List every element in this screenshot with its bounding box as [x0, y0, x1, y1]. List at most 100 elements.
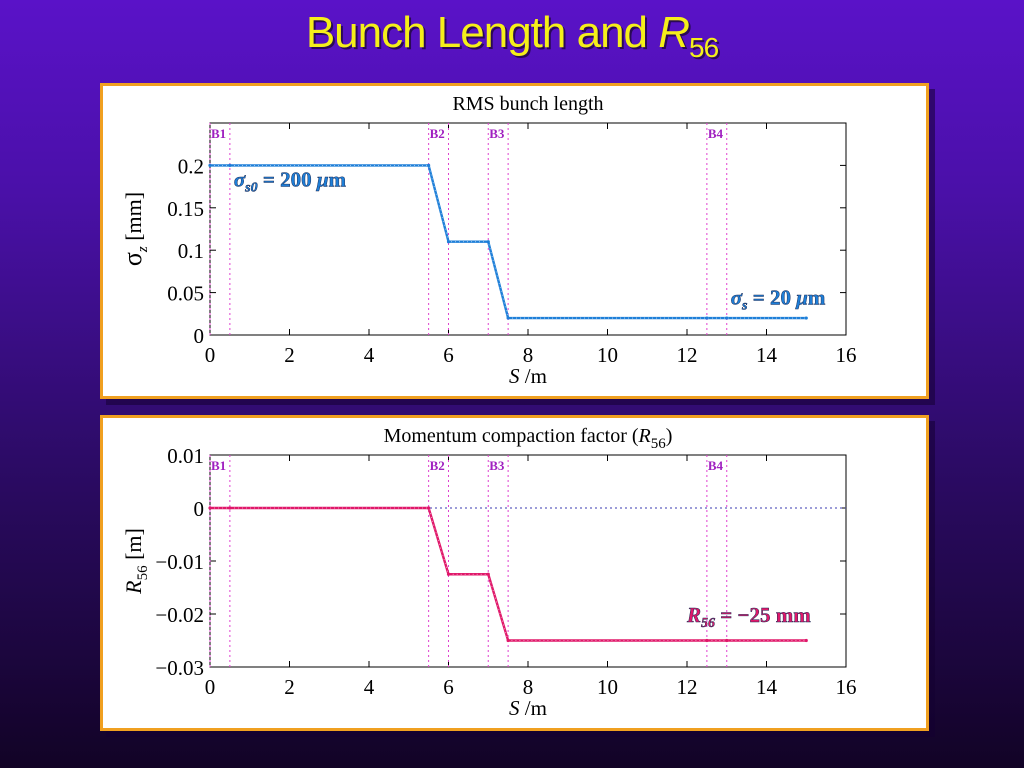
- r56-x-tick-label: 8: [523, 675, 534, 699]
- bunch-length-data-point: [228, 163, 232, 167]
- r56-chart-title-prefix: Momentum compaction factor (: [384, 425, 639, 447]
- r56-plot-frame: [209, 454, 847, 668]
- bunch-length-y-axis-label-unit: [mm]: [121, 192, 146, 246]
- bunch-length-data-point: [208, 163, 212, 167]
- bunch-length-y-axis-label: σz [mm]: [118, 192, 151, 266]
- r56-data-point: [486, 572, 490, 576]
- bunch-length-annotation-symbol: σ: [234, 168, 246, 192]
- r56-y-axis-label-symbol: R: [121, 580, 146, 595]
- slide-title-subscript: 56: [689, 32, 719, 63]
- r56-y-tick-label: 0: [194, 497, 205, 521]
- bunch-length-x-tick-label: 14: [756, 343, 778, 367]
- bunch-length-annotation-1: σs = 20 μm: [731, 285, 826, 313]
- bunch-length-chart-title: RMS bunch length: [452, 93, 603, 115]
- slide-title-text: Bunch Length and: [305, 8, 659, 57]
- bunch-length-annotation-unit-symbol: μ: [316, 168, 329, 192]
- bunch-length-data-point: [427, 163, 431, 167]
- r56-y-tick-label: −0.02: [155, 603, 204, 627]
- r56-series-line-dots: [210, 507, 807, 641]
- r56-x-tick-label: 12: [677, 675, 698, 699]
- r56-magnet-label-b1: B1: [211, 458, 226, 473]
- r56-data-point: [228, 506, 232, 510]
- r56-annotation-value: = −25 mm: [715, 603, 811, 627]
- bunch-length-data-point: [705, 316, 709, 320]
- bunch-length-y-tick-label: 0: [194, 324, 205, 348]
- r56-data-point: [427, 506, 431, 510]
- bunch-length-data-point: [725, 316, 729, 320]
- r56-data-point: [446, 572, 451, 576]
- bunch-length-x-tick-label: 4: [364, 343, 375, 367]
- r56-x-axis-label-symbol: S: [509, 696, 520, 720]
- bunch-length-magnet-label-b3: B3: [489, 126, 505, 141]
- bunch-length-annotation-unit: m: [808, 285, 826, 309]
- bunch-length-data-point: [486, 240, 490, 244]
- r56-y-tick-label: −0.01: [155, 550, 204, 574]
- bunch-length-annotation-unit-symbol: μ: [795, 285, 808, 309]
- bunch-length-magnet-label-b2: B2: [430, 126, 445, 141]
- bunch-length-y-tick-label: 0.1: [178, 239, 204, 263]
- bunch-length-magnet-label-b1: B1: [211, 126, 226, 141]
- bunch-length-x-axis-label: S /m: [509, 364, 547, 388]
- r56-magnet-label-b2: B2: [430, 458, 445, 473]
- bunch-length-chart-title-text: RMS bunch length: [452, 93, 603, 115]
- r56-chart-title-symbol: R: [638, 425, 651, 447]
- bunch-length-data-point: [804, 316, 808, 320]
- r56-data-point: [208, 506, 212, 510]
- bunch-length-y-axis-label-symbol: σ: [118, 252, 147, 266]
- r56-y-axis-label: R56 [m]: [121, 528, 151, 595]
- r56-y-tick-label: −0.03: [155, 656, 204, 680]
- slide-title-symbol: R: [658, 8, 690, 57]
- bunch-length-annotation-subscript: s0: [244, 181, 257, 196]
- bunch-length-x-tick-label: 8: [523, 343, 534, 367]
- bunch-length-annotation-unit: m: [329, 168, 347, 192]
- bunch-length-x-tick-label: 2: [284, 343, 295, 367]
- bunch-length-x-tick-label: 12: [677, 343, 698, 367]
- r56-x-axis-label-unit: /m: [520, 696, 547, 720]
- bunch-length-annotation-value: = 200: [258, 168, 317, 192]
- bunch-length-chart: RMS bunch length 0 2 4 6 8 10 12 14 16 0 0.05 0.1 0.1…: [118, 93, 857, 388]
- r56-chart: Momentum compaction factor (R56)0 2 4 6 8 10 1…: [121, 425, 857, 720]
- bunch-length-x-tick-label: 10: [597, 343, 618, 367]
- bunch-length-annotation-0: σs0 = 200 μm: [234, 168, 347, 196]
- r56-data-point: [506, 638, 510, 643]
- bunch-length-series-line-dots: [210, 165, 807, 319]
- r56-y-tick-label: 0.01: [167, 444, 204, 468]
- r56-y-axis-label-unit: [m]: [121, 528, 146, 565]
- bunch-length-data-point: [446, 240, 451, 244]
- r56-data-point: [705, 638, 709, 643]
- bunch-length-y-tick-label: 0.05: [167, 282, 204, 306]
- bunch-length-y-tick-label: 0.2: [178, 154, 204, 178]
- r56-chart-title: Momentum compaction factor (R56): [384, 425, 673, 452]
- r56-x-tick-label: 6: [443, 675, 454, 699]
- bunch-length-x-tick-label: 0: [205, 343, 216, 367]
- bunch-length-x-axis-label-unit: /m: [520, 364, 547, 388]
- bunch-length-annotation-symbol: σ: [731, 285, 743, 309]
- r56-chart-panel: Momentum compaction factor (R56) 0 2 4 6 8 10 1…: [100, 415, 929, 731]
- r56-chart-title-suffix: ): [666, 425, 673, 447]
- bunch-length-data-point: [506, 316, 510, 320]
- bunch-length-x-tick-label: 16: [836, 343, 857, 367]
- r56-annotation-0: R56 = −25 mm: [686, 603, 811, 631]
- r56-annotation-subscript: 56: [701, 616, 715, 631]
- r56-x-tick-label: 10: [597, 675, 618, 699]
- r56-data-point: [725, 638, 729, 643]
- r56-x-tick-label: 2: [284, 675, 295, 699]
- r56-chart-title-subscript: 56: [651, 436, 667, 452]
- r56-x-tick-label: 4: [364, 675, 375, 699]
- bunch-length-chart-panel: RMS bunch length 0 2 4 6 8 10 12 14 16 0 0.05 0.1 0.1…: [100, 83, 929, 399]
- r56-y-axis-label-subscript: 56: [135, 565, 151, 581]
- bunch-length-x-tick-label: 6: [443, 343, 454, 367]
- bunch-length-x-axis-label-symbol: S: [509, 364, 520, 388]
- slide-title: Bunch Length and R56: [0, 8, 1024, 64]
- r56-x-tick-label: 14: [756, 675, 778, 699]
- bunch-length-y-tick-label: 0.15: [167, 197, 204, 221]
- r56-x-tick-label: 0: [205, 675, 216, 699]
- bunch-length-annotation-value: = 20: [748, 285, 797, 309]
- r56-x-tick-label: 16: [836, 675, 857, 699]
- r56-magnet-label-b4: B4: [708, 458, 724, 473]
- bunch-length-annotation-subscript: s: [741, 298, 748, 313]
- r56-annotation-symbol: R: [686, 603, 701, 627]
- r56-data-point: [804, 638, 808, 643]
- bunch-length-y-axis-label-subscript: z: [135, 246, 151, 253]
- r56-magnet-label-b3: B3: [489, 458, 505, 473]
